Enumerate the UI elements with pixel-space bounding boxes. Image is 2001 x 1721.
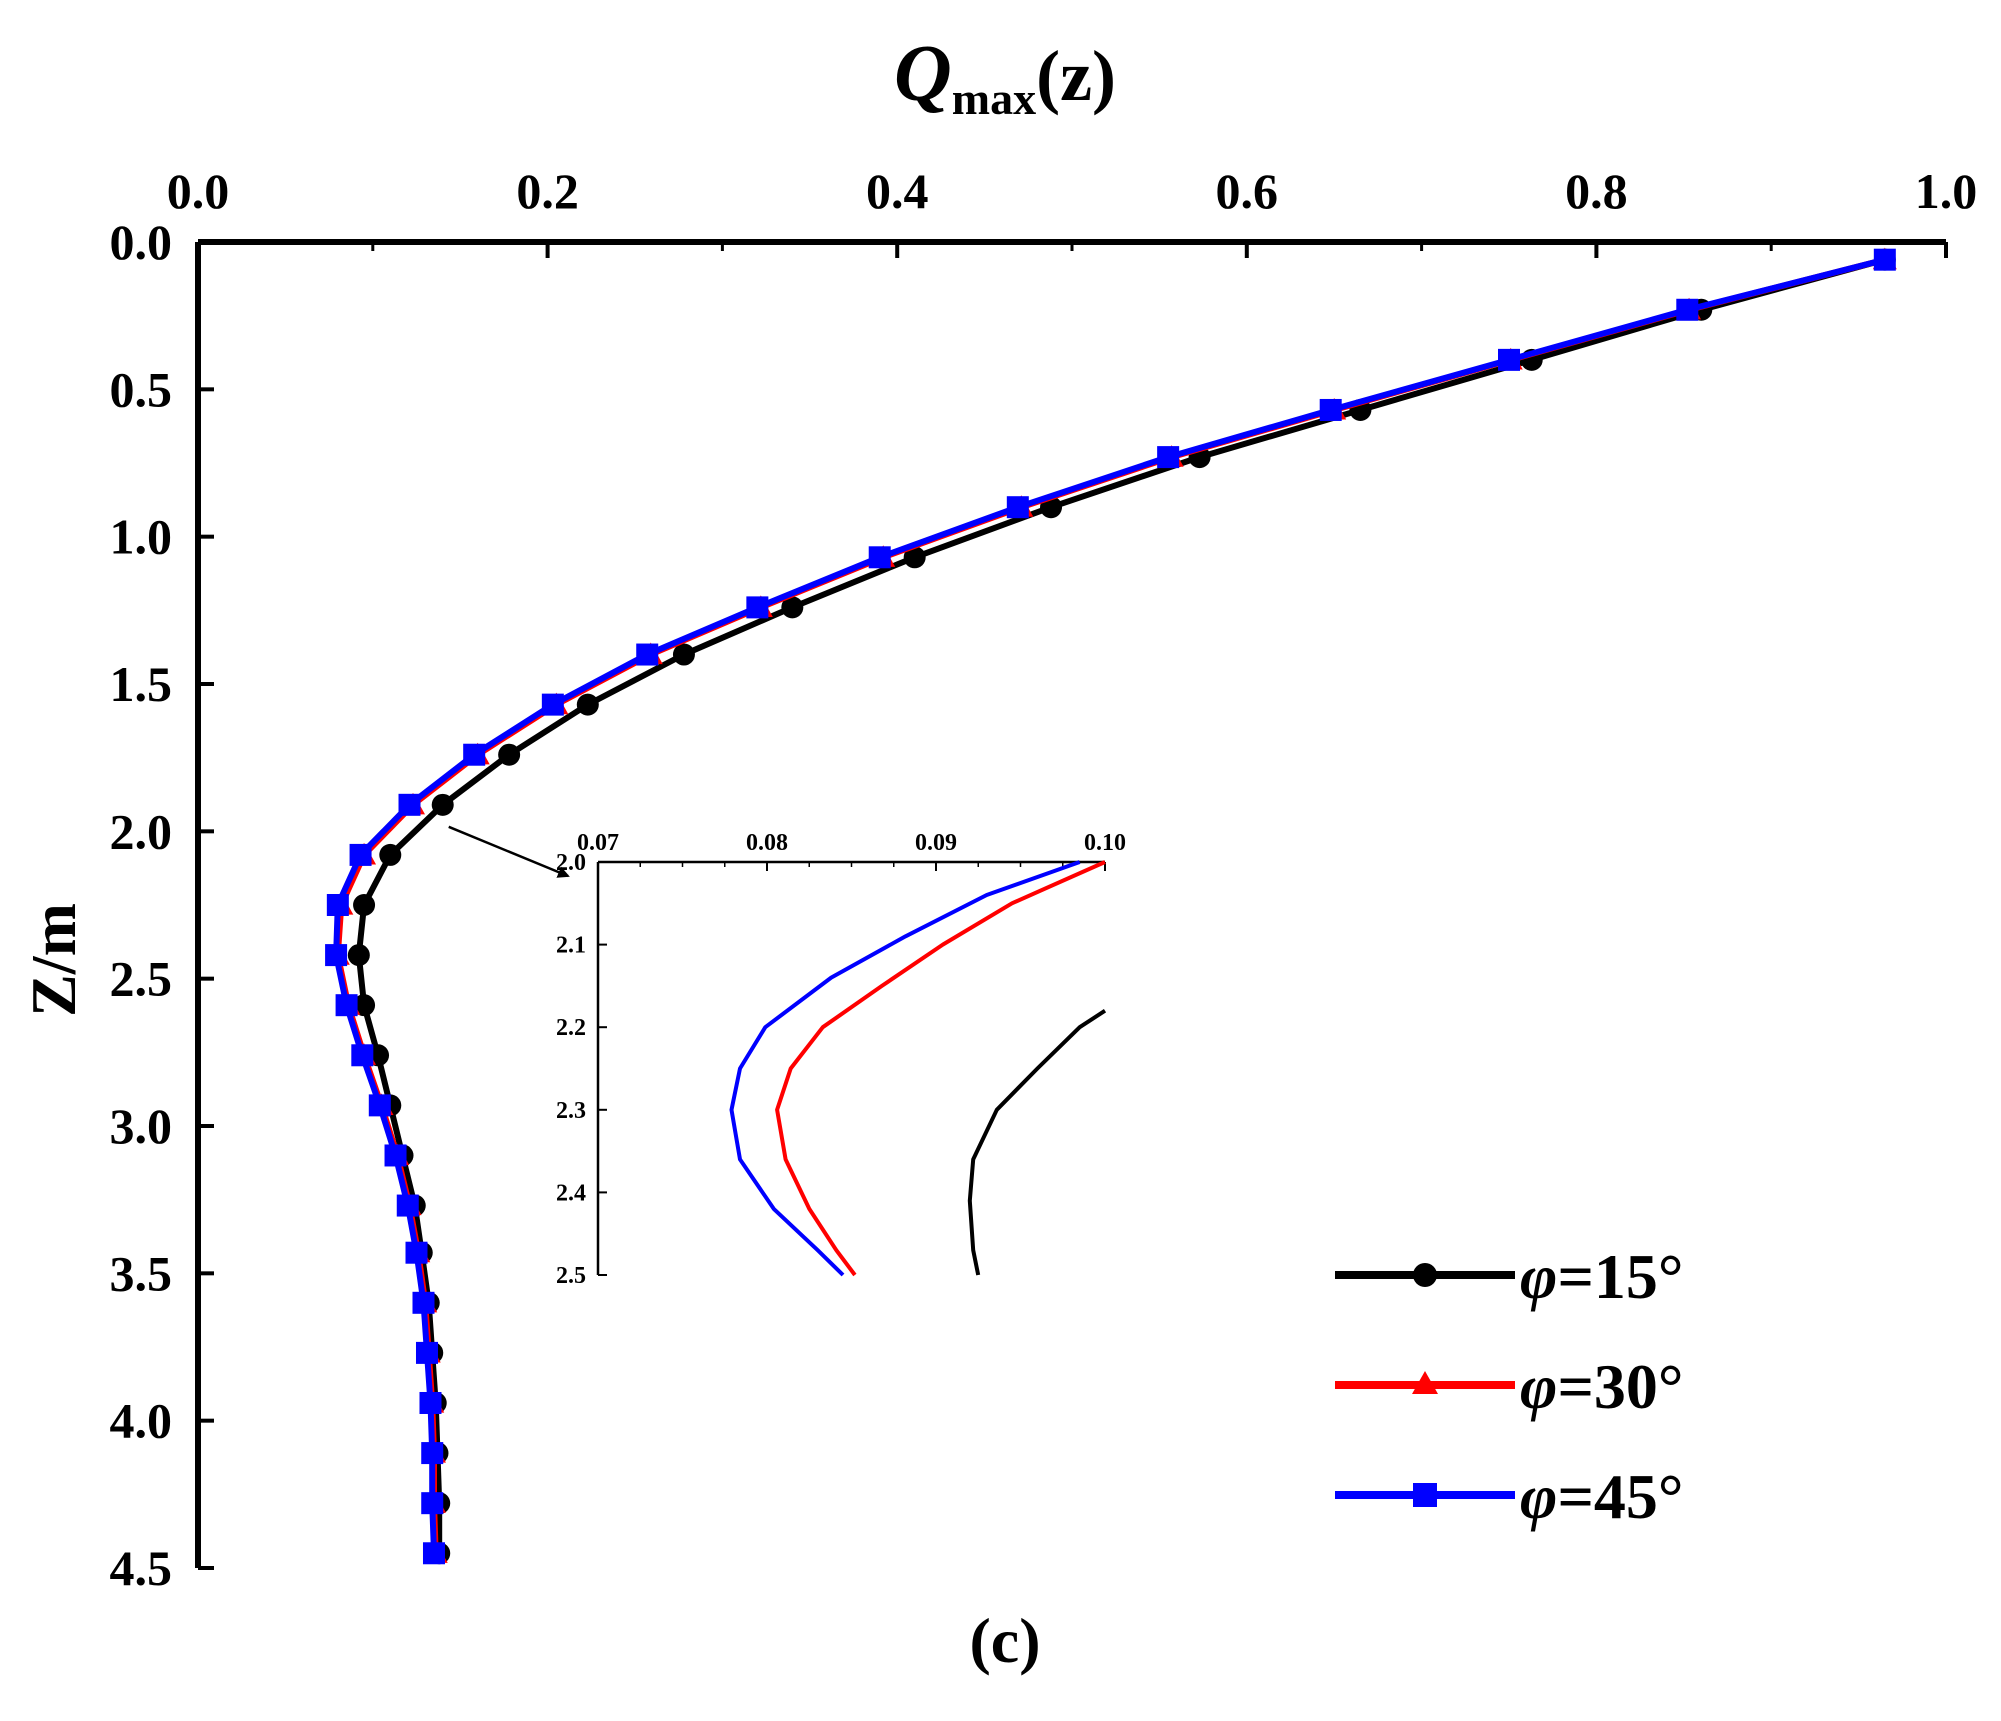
x-tick-label: 0.6 bbox=[1216, 163, 1279, 219]
y-tick-label: 1.5 bbox=[110, 656, 173, 712]
x-tick-label: 0.2 bbox=[516, 163, 579, 219]
legend-item-phi-45: φ=45° bbox=[1335, 1461, 1684, 1532]
inset-series-line-1 bbox=[967, 1009, 1107, 1276]
main-ticks: 0.0 0.2 0.4 0.6 0.8 1.0 0.0 0.5 1.0 1.5 2.0 2.5 3.0 3… bbox=[110, 163, 1978, 1596]
inset-y-tick-label: 2.2 bbox=[556, 1015, 586, 1041]
inset-y-tick-label: 2.3 bbox=[556, 1098, 586, 1124]
data-point bbox=[1157, 446, 1180, 469]
y-tick-label: 0.5 bbox=[110, 361, 173, 417]
legend-label-phi-45-prefix: φ bbox=[1520, 1461, 1557, 1532]
inset-y-tick-label: 2.5 bbox=[556, 1263, 586, 1289]
data-point bbox=[636, 643, 659, 666]
x-tick-label: 0.4 bbox=[866, 163, 929, 219]
data-point bbox=[903, 546, 926, 569]
legend-marker-phi-15 bbox=[1413, 1263, 1437, 1287]
data-point bbox=[398, 793, 421, 816]
data-point bbox=[349, 843, 372, 866]
inset-x-tick-label: 0.07 bbox=[577, 830, 619, 856]
x-tick-label: 1.0 bbox=[1915, 163, 1978, 219]
data-point bbox=[421, 1492, 444, 1515]
data-point bbox=[335, 994, 358, 1017]
series-3 bbox=[325, 248, 1896, 1565]
y-tick-label: 2.0 bbox=[110, 803, 173, 859]
legend-label-phi-45: φ=45° bbox=[1520, 1461, 1684, 1532]
data-point bbox=[1498, 348, 1520, 371]
data-point bbox=[1873, 248, 1896, 271]
data-point bbox=[353, 994, 376, 1017]
data-point bbox=[379, 843, 402, 866]
x-axis-title: Qmax(z) bbox=[894, 30, 1116, 124]
legend-label-phi-45-suffix: =45° bbox=[1557, 1461, 1683, 1532]
y-tick-label: 1.0 bbox=[110, 509, 173, 565]
x-axis-title-main: Q bbox=[894, 30, 952, 118]
data-point bbox=[384, 1144, 407, 1167]
y-tick-label: 4.5 bbox=[110, 1540, 173, 1596]
data-point bbox=[422, 1542, 445, 1565]
data-point bbox=[325, 944, 348, 967]
legend-marker-phi-30 bbox=[1412, 1371, 1438, 1394]
legend-marker-phi-45 bbox=[1413, 1483, 1437, 1507]
inset-x-tick-label: 0.10 bbox=[1084, 830, 1126, 856]
data-point bbox=[326, 894, 349, 916]
legend-label-phi-30-prefix: φ bbox=[1520, 1351, 1557, 1422]
y-tick-label: 0.0 bbox=[110, 214, 173, 270]
y-tick-label: 3.0 bbox=[110, 1098, 173, 1154]
data-point bbox=[576, 693, 599, 716]
main-series-group bbox=[325, 247, 1897, 1565]
inset-x-tick-label: 0.09 bbox=[915, 830, 957, 856]
x-tick-label: 0.0 bbox=[167, 163, 230, 219]
data-point bbox=[351, 1044, 374, 1067]
legend-label-phi-15: φ=15° bbox=[1520, 1241, 1684, 1312]
legend-label-phi-30: φ=30° bbox=[1520, 1351, 1684, 1422]
legend-label-phi-30-suffix: =30° bbox=[1557, 1351, 1683, 1422]
inset-plot: 0.07 0.08 0.09 0.10 2.0 2.1 2.2 2.3 2.4 2.5 bbox=[556, 830, 1126, 1289]
inset-x-tick-label: 0.08 bbox=[746, 830, 788, 856]
data-point bbox=[396, 1194, 419, 1217]
data-point bbox=[405, 1241, 428, 1264]
inset-y-tick-label: 2.1 bbox=[556, 933, 586, 959]
inset-background bbox=[598, 862, 1105, 1275]
x-tick-label: 0.8 bbox=[1565, 163, 1628, 219]
inset-ticks: 0.07 0.08 0.09 0.10 2.0 2.1 2.2 2.3 2.4 2.5 bbox=[556, 830, 1126, 1289]
y-axis-title: Z/m bbox=[18, 903, 89, 1017]
data-point bbox=[498, 743, 521, 766]
legend-item-phi-30: φ=30° bbox=[1335, 1351, 1684, 1422]
data-point bbox=[1319, 398, 1342, 421]
y-tick-label: 2.5 bbox=[110, 951, 173, 1007]
callout-arrow bbox=[448, 825, 570, 878]
inset-series-line-3 bbox=[729, 860, 1081, 1277]
inset-y-tick-label: 2.4 bbox=[556, 1180, 586, 1206]
data-point bbox=[868, 546, 891, 569]
inset-series-group bbox=[729, 860, 1107, 1277]
y-tick-label: 3.5 bbox=[110, 1245, 173, 1301]
data-point bbox=[347, 944, 370, 967]
legend: φ=15° φ=30° φ=45° bbox=[1335, 1241, 1684, 1532]
data-point bbox=[353, 894, 376, 916]
x-axis-title-suffix: (z) bbox=[1036, 36, 1116, 116]
data-point bbox=[1006, 496, 1029, 519]
data-point bbox=[672, 643, 695, 666]
data-point bbox=[431, 793, 454, 816]
data-point bbox=[1676, 298, 1699, 321]
data-point bbox=[368, 1094, 391, 1117]
legend-item-phi-15: φ=15° bbox=[1335, 1241, 1684, 1312]
y-tick-label: 4.0 bbox=[110, 1393, 173, 1449]
data-point bbox=[415, 1341, 438, 1364]
zoom-callout bbox=[448, 825, 570, 878]
data-point bbox=[412, 1291, 435, 1314]
legend-label-phi-15-suffix: =15° bbox=[1557, 1241, 1683, 1312]
data-point bbox=[419, 1391, 442, 1414]
data-point bbox=[463, 743, 486, 766]
data-point bbox=[746, 596, 769, 619]
panel-label: (c) bbox=[969, 1605, 1040, 1676]
data-point bbox=[541, 693, 564, 716]
x-axis-title-sub: max bbox=[952, 73, 1036, 124]
inset-series-line-2 bbox=[775, 860, 1106, 1277]
legend-label-phi-15-prefix: φ bbox=[1520, 1241, 1557, 1312]
data-point bbox=[421, 1442, 444, 1465]
inset-y-tick-label: 2.0 bbox=[556, 850, 586, 876]
data-point bbox=[781, 596, 804, 619]
